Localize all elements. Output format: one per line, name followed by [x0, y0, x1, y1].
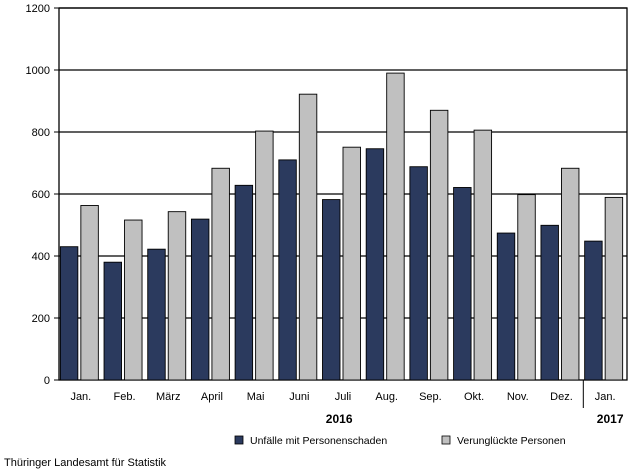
bar-verunglueckte [517, 194, 536, 381]
x-tick-label: Juli [335, 391, 352, 403]
x-tick-label: April [201, 391, 223, 403]
bar-verunglueckte [429, 109, 449, 381]
year-labels: 2016 2017 [326, 380, 624, 426]
bar-verunglueckte [342, 146, 361, 381]
year-label: 2016 [326, 412, 353, 426]
bar-verunglueckte [167, 211, 187, 381]
bar-verunglueckte [80, 205, 99, 381]
bar-verunglueckte [386, 72, 405, 381]
bar-verunglueckte [211, 167, 230, 381]
bar-verunglueckte [298, 93, 318, 381]
bar-verunglueckte [473, 129, 493, 381]
bar-unfaelle [584, 240, 603, 381]
y-tick-label: 200 [32, 313, 50, 325]
y-tick-label: 800 [32, 127, 50, 139]
bar-unfaelle [496, 232, 516, 381]
bar-verunglueckte [604, 196, 624, 381]
bar-unfaelle [453, 187, 472, 381]
year-label: 2017 [597, 412, 624, 426]
x-tick-label: Sep. [419, 391, 442, 403]
x-tick-label: Jan. [595, 391, 616, 403]
bar-unfaelle [540, 224, 559, 381]
y-axis-ticks: 0 200 400 600 800 1000 1200 [26, 3, 59, 387]
x-tick-label: März [156, 391, 180, 403]
bar-unfaelle [190, 218, 210, 381]
x-tick-label: Nov. [507, 391, 529, 403]
legend-label: Unfälle mit Personenschaden [250, 435, 387, 447]
y-tick-label: 1000 [26, 65, 50, 77]
x-tick-label: Feb. [114, 391, 136, 403]
x-tick-label: Aug. [375, 391, 398, 403]
bar-unfaelle [409, 166, 428, 381]
x-axis-ticks: Jan. Feb. März April Mai Juni Juli Aug. Sep. Okt.… [70, 391, 615, 403]
y-tick-label: 0 [44, 375, 50, 387]
bar-verunglueckte [561, 167, 580, 381]
x-tick-label: Mai [247, 391, 265, 403]
bar-unfaelle [59, 246, 79, 381]
legend: Unfälle mit Personenschaden Verunglückte … [234, 435, 566, 447]
bar-verunglueckte [124, 219, 143, 381]
source-note: Thüringer Landesamt für Statistik [4, 457, 167, 469]
bar-unfaelle [322, 199, 341, 381]
legend-swatch [441, 435, 451, 445]
y-tick-label: 600 [32, 189, 50, 201]
x-tick-label: Juni [289, 391, 309, 403]
bar-unfaelle [365, 148, 385, 381]
x-tick-label: Okt. [464, 391, 484, 403]
y-tick-label: 400 [32, 251, 50, 263]
x-tick-label: Jan. [70, 391, 91, 403]
bar-unfaelle [103, 261, 122, 381]
x-tick-label: Dez. [550, 391, 573, 403]
legend-swatch [234, 435, 244, 445]
bars [59, 72, 624, 381]
bar-unfaelle [234, 184, 254, 381]
bar-unfaelle [278, 159, 297, 381]
bar-unfaelle [147, 248, 166, 381]
y-tick-label: 1200 [26, 3, 50, 15]
legend-label: Verunglückte Personen [457, 435, 566, 447]
bar-verunglueckte [255, 130, 274, 381]
